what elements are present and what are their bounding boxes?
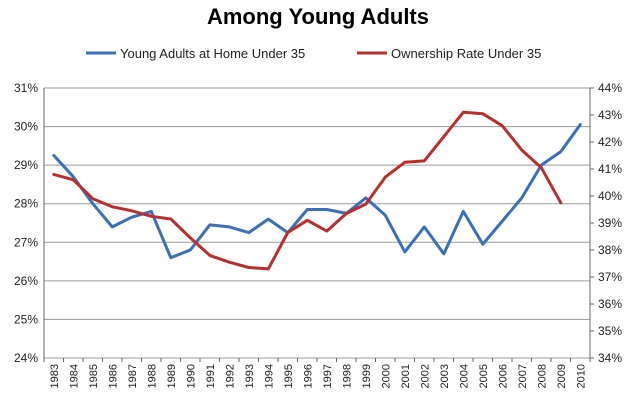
x-tick-label: 1987 (127, 364, 139, 388)
y-right-tick-label: 41% (598, 162, 622, 176)
y-axis-right-ticks: 34% 35% 36% 37% 38% 39% 40% 41% 42% 43% 44% (590, 81, 622, 365)
x-tick-label: 2009 (556, 364, 568, 388)
y-right-tick-label: 42% (598, 135, 622, 149)
legend: Young Adults at Home Under 35 Ownership … (86, 46, 541, 61)
x-tick-label: 1989 (166, 364, 178, 388)
gridlines (44, 87, 590, 359)
legend-label-ownership: Ownership Rate Under 35 (391, 46, 541, 61)
x-tick-label: 2004 (458, 364, 470, 388)
y-left-tick-label: 30% (14, 120, 38, 134)
x-tick-label: 1985 (88, 364, 100, 388)
y-left-tick-label: 25% (14, 312, 38, 326)
x-tick-label: 1997 (322, 364, 334, 388)
y-right-tick-label: 43% (598, 108, 622, 122)
x-tick-label: 1986 (107, 364, 119, 388)
x-tick-label: 1995 (283, 364, 295, 388)
y-left-tick-label: 26% (14, 274, 38, 288)
y-right-tick-label: 35% (598, 324, 622, 338)
x-axis-ticks: 1983 1984 1985 1986 1987 1988 1989 1990 1991 1992… (43, 358, 591, 388)
x-tick-label: 2007 (517, 364, 529, 388)
chart-title: Among Young Adults (207, 4, 429, 29)
x-tick-label: 1991 (205, 364, 217, 388)
y-right-tick-label: 36% (598, 297, 622, 311)
x-tick-label: 1999 (361, 364, 373, 388)
x-tick-label: 2005 (478, 364, 490, 388)
x-tick-label: 2010 (575, 364, 587, 388)
series-line-ownership-rate (52, 110, 563, 271)
y-left-tick-label: 27% (14, 235, 38, 249)
y-left-tick-label: 31% (14, 81, 38, 95)
series-line-young-adults-at-home (52, 123, 582, 260)
x-tick-label: 1988 (146, 364, 158, 388)
series (52, 110, 582, 271)
x-tick-label: 1983 (49, 364, 61, 388)
x-tick-label: 2000 (380, 364, 392, 388)
x-tick-label: 1996 (302, 364, 314, 388)
y-axis-left-ticks: 24% 25% 26% 27% 28% 29% 30% 31% (14, 81, 38, 365)
x-tick-label: 1990 (185, 364, 197, 388)
y-left-tick-label: 28% (14, 197, 38, 211)
x-tick-label: 1992 (224, 364, 236, 388)
x-tick-label: 2001 (400, 364, 412, 388)
legend-label-young-adults: Young Adults at Home Under 35 (120, 46, 305, 61)
y-left-tick-label: 29% (14, 158, 38, 172)
y-right-tick-label: 39% (598, 216, 622, 230)
x-tick-label: 1998 (341, 364, 353, 388)
x-tick-label: 2008 (536, 364, 548, 388)
y-right-tick-label: 34% (598, 351, 622, 365)
y-left-tick-label: 24% (14, 351, 38, 365)
x-tick-label: 2006 (497, 364, 509, 388)
y-right-tick-label: 38% (598, 243, 622, 257)
y-right-tick-label: 40% (598, 189, 622, 203)
axes (43, 88, 591, 358)
x-tick-label: 2002 (419, 364, 431, 388)
x-tick-label: 1984 (68, 364, 80, 388)
x-tick-label: 1993 (244, 364, 256, 388)
x-tick-label: 2003 (439, 364, 451, 388)
x-tick-label: 1994 (263, 364, 275, 388)
y-right-tick-label: 37% (598, 270, 622, 284)
y-right-tick-label: 44% (598, 81, 622, 95)
